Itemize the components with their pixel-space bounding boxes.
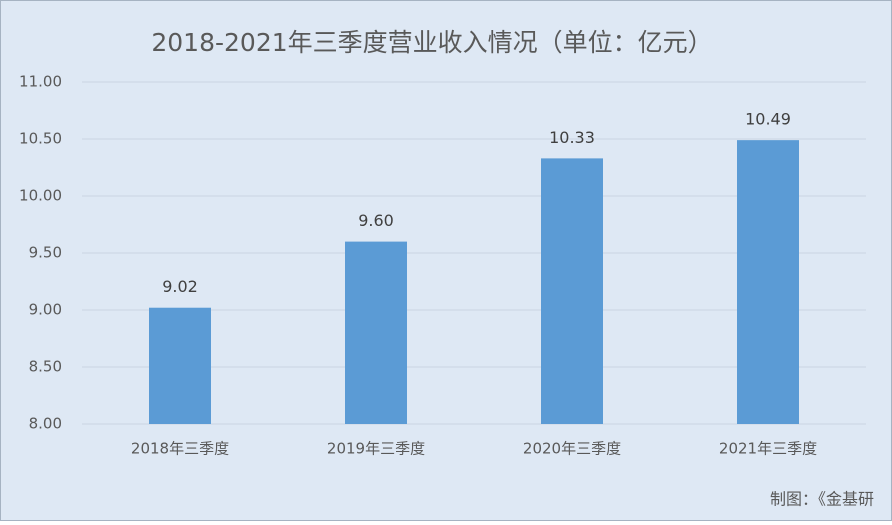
data-label: 9.02 [162, 277, 198, 296]
bar [149, 307, 211, 424]
y-tick-label: 9.50 [29, 244, 62, 262]
x-tick-label: 2020年三季度 [523, 440, 621, 458]
y-tick-label: 8.00 [29, 415, 62, 433]
y-tick-label: 8.50 [29, 358, 62, 376]
y-tick-label: 10.50 [19, 130, 62, 148]
bar [541, 158, 603, 424]
bar [737, 140, 799, 424]
x-tick-label: 2019年三季度 [327, 440, 425, 458]
bar [345, 241, 407, 424]
annotation: 制图：《金基研 [770, 490, 874, 509]
x-tick-label: 2021年三季度 [719, 440, 817, 458]
chart-title: 2018-2021年三季度营业收入情况（单位：亿元） [151, 28, 712, 57]
y-tick-label: 11.00 [19, 73, 62, 91]
data-label: 10.49 [745, 110, 791, 129]
y-tick-label: 10.00 [19, 187, 62, 205]
y-tick-label: 9.00 [29, 301, 62, 319]
data-label: 10.33 [549, 128, 595, 147]
x-tick-label: 2018年三季度 [131, 440, 229, 458]
data-label: 9.60 [358, 211, 394, 230]
